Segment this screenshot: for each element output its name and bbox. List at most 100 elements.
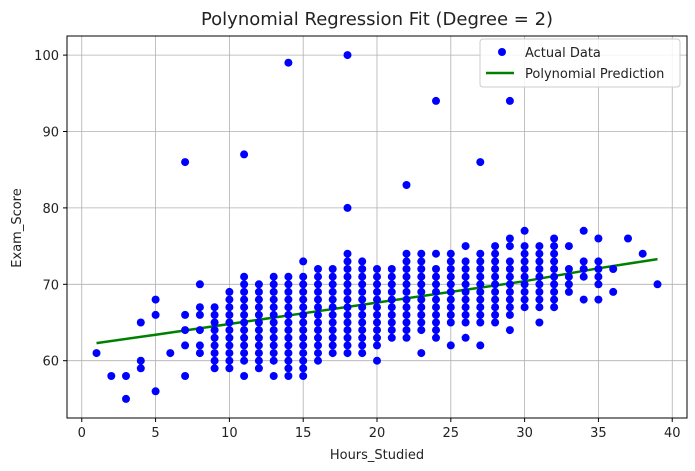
data-point [210, 310, 219, 319]
data-point [432, 265, 440, 273]
data-point [402, 257, 411, 266]
data-point [343, 341, 352, 350]
data-point [254, 287, 263, 296]
data-point [564, 287, 573, 296]
data-point [491, 242, 500, 251]
data-point [446, 341, 455, 350]
data-point [505, 272, 514, 281]
data-point [373, 280, 381, 289]
data-point [151, 295, 160, 304]
data-point [417, 280, 426, 289]
x-tick-label: 10 [221, 426, 238, 441]
data-point [314, 356, 322, 365]
data-point [476, 265, 485, 273]
data-point [417, 295, 426, 304]
data-point [240, 303, 249, 312]
data-point [402, 287, 411, 296]
data-point [402, 280, 411, 289]
data-point [299, 303, 308, 312]
data-point [417, 303, 426, 312]
data-point [299, 310, 308, 319]
data-point [550, 303, 559, 312]
data-point [358, 326, 367, 335]
data-point [535, 242, 544, 251]
y-tick-label: 90 [42, 126, 59, 141]
data-point [269, 310, 278, 319]
data-point [240, 341, 249, 350]
data-point [461, 272, 470, 281]
data-point [446, 303, 455, 312]
data-point [328, 318, 337, 327]
data-point [284, 341, 293, 350]
data-point [550, 242, 559, 251]
data-point [343, 303, 352, 312]
data-point [166, 349, 175, 358]
data-point [505, 96, 514, 105]
data-point [402, 333, 411, 342]
y-axis-label: Exam_Score [10, 188, 25, 267]
data-point [638, 249, 647, 258]
data-point [417, 349, 426, 358]
y-tick-label: 80 [42, 202, 59, 217]
data-point [254, 303, 263, 312]
data-point [254, 310, 263, 319]
data-point [136, 318, 145, 327]
x-tick-label: 5 [151, 426, 159, 441]
data-point [195, 326, 204, 335]
data-point [314, 326, 322, 335]
y-tick-label: 70 [42, 278, 59, 293]
data-point [579, 272, 588, 281]
data-point [314, 303, 322, 312]
data-point [225, 303, 234, 312]
data-point [225, 333, 234, 342]
data-point [550, 272, 559, 281]
data-point [240, 372, 249, 380]
data-point [358, 341, 367, 350]
data-point [461, 303, 470, 312]
data-point [343, 203, 352, 212]
data-point [92, 349, 101, 358]
data-point [328, 341, 337, 350]
data-point [535, 303, 544, 312]
x-tick-label: 20 [369, 426, 386, 441]
data-point [476, 295, 485, 304]
data-point [387, 326, 396, 335]
data-point [240, 333, 249, 342]
data-point [240, 318, 249, 327]
data-point [520, 303, 529, 312]
data-point [491, 310, 500, 319]
data-point [373, 303, 381, 312]
data-point [181, 341, 190, 350]
data-point [476, 257, 485, 266]
x-tick-label: 15 [295, 426, 312, 441]
data-point [564, 265, 573, 273]
data-point [210, 326, 219, 335]
data-point [476, 249, 485, 258]
data-point [299, 326, 308, 335]
data-point [373, 333, 381, 342]
data-point [181, 326, 190, 335]
data-point [181, 372, 190, 380]
data-point [373, 295, 381, 304]
data-point [299, 364, 308, 373]
data-point [328, 265, 337, 273]
data-point [299, 280, 308, 289]
data-point [314, 333, 322, 342]
data-point [299, 349, 308, 358]
data-point [520, 295, 529, 304]
data-point [225, 318, 234, 327]
axis-ticks: 0 5 10 15 20 25 30 35 40 60 70 80 90 100 [34, 49, 680, 441]
data-point [225, 295, 234, 304]
data-point [417, 249, 426, 258]
data-point [461, 265, 470, 273]
data-point [520, 272, 529, 281]
data-point [594, 257, 603, 266]
data-point [461, 257, 470, 266]
data-point [284, 295, 293, 304]
data-point [491, 257, 500, 266]
data-point [358, 272, 367, 281]
data-point [284, 58, 293, 67]
data-point [299, 257, 308, 266]
data-point [402, 310, 411, 319]
data-point [151, 387, 160, 396]
